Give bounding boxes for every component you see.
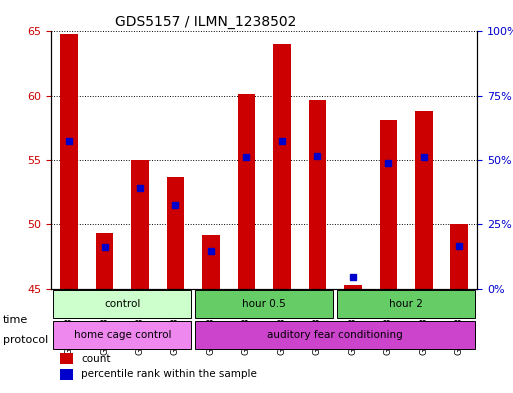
Text: home cage control: home cage control: [73, 330, 171, 340]
Bar: [167, 177, 184, 288]
FancyBboxPatch shape: [337, 290, 476, 318]
Text: hour 0.5: hour 0.5: [242, 299, 286, 309]
Text: auditory fear conditioning: auditory fear conditioning: [267, 330, 403, 340]
Bar: [60, 353, 73, 364]
Text: protocol: protocol: [3, 335, 48, 345]
Text: control: control: [104, 299, 141, 309]
FancyBboxPatch shape: [53, 321, 191, 349]
Bar: [238, 94, 255, 288]
Bar: [380, 120, 397, 288]
Bar: [415, 111, 433, 288]
Text: time: time: [3, 315, 28, 325]
FancyBboxPatch shape: [195, 321, 476, 349]
Text: percentile rank within the sample: percentile rank within the sample: [81, 369, 257, 379]
Bar: [60, 369, 73, 380]
Bar: [450, 224, 468, 288]
FancyBboxPatch shape: [53, 290, 191, 318]
Text: count: count: [81, 354, 111, 364]
Bar: [95, 233, 113, 288]
FancyBboxPatch shape: [195, 290, 333, 318]
Bar: [60, 34, 78, 288]
Bar: [308, 99, 326, 288]
Text: GDS5157 / ILMN_1238502: GDS5157 / ILMN_1238502: [115, 15, 297, 29]
Bar: [202, 235, 220, 288]
Text: hour 2: hour 2: [389, 299, 423, 309]
Bar: [131, 160, 149, 288]
Bar: [344, 285, 362, 288]
Bar: [273, 44, 291, 288]
